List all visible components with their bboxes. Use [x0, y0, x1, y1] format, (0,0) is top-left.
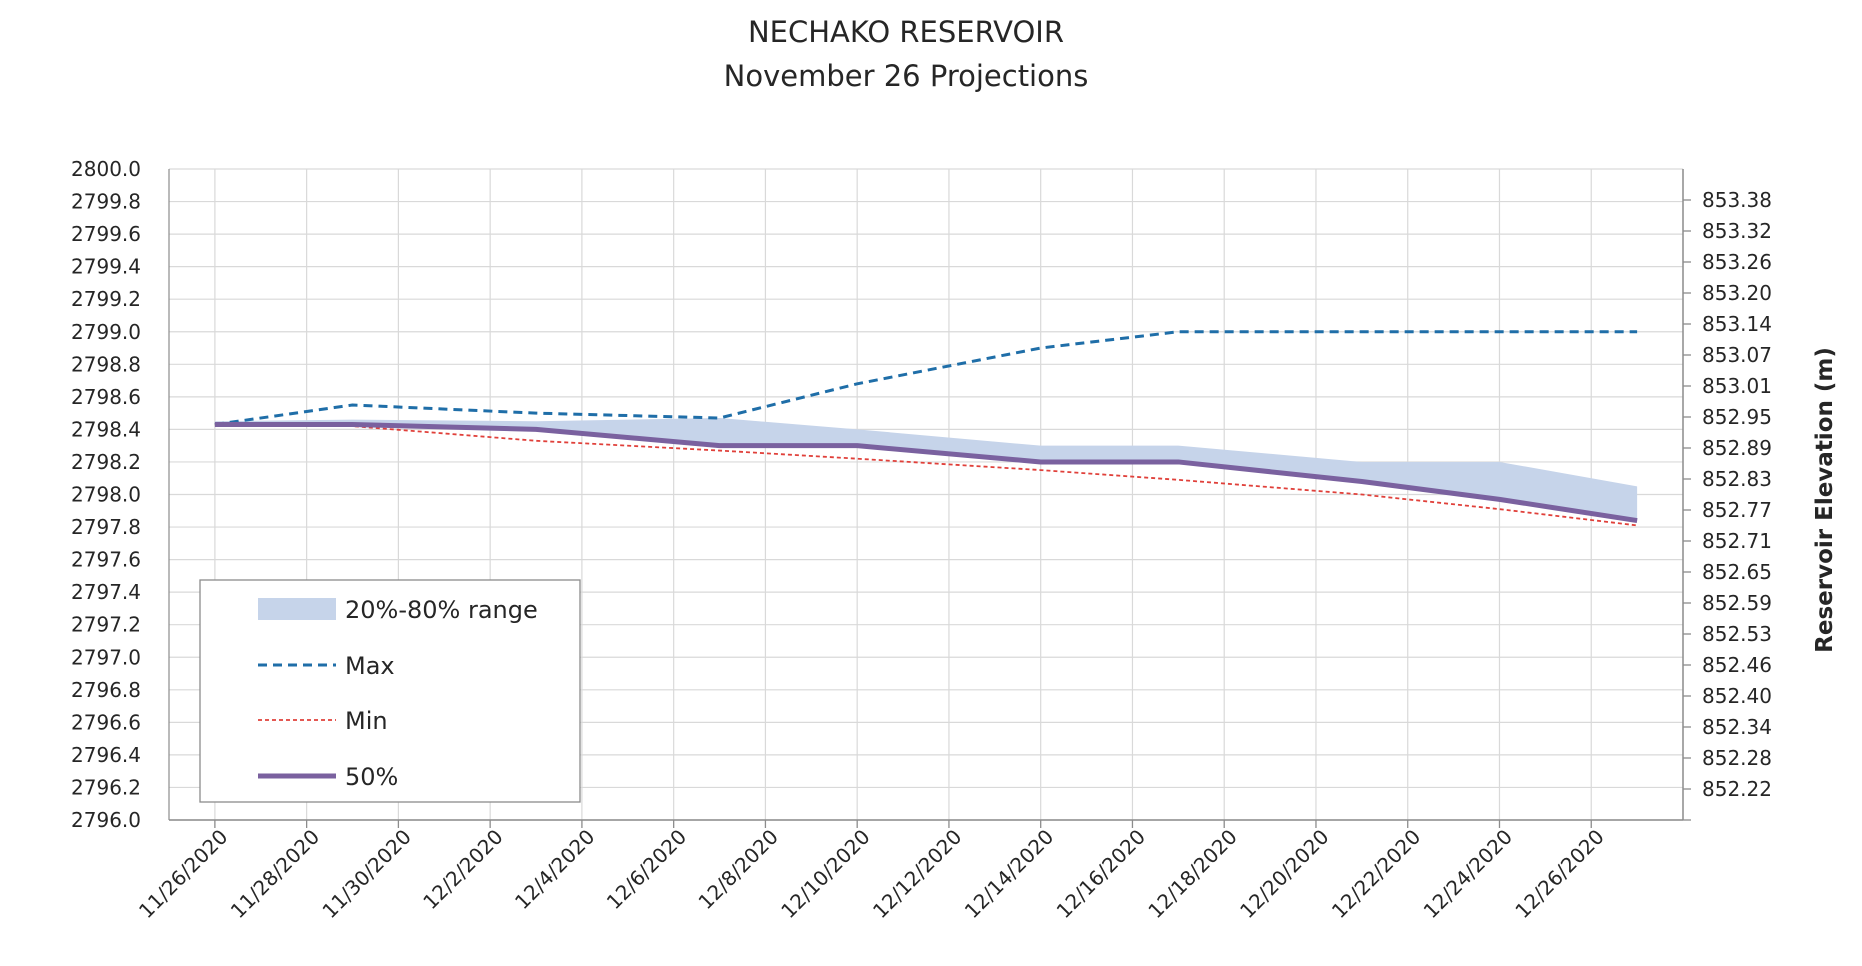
y-tick-label: 2799.6: [71, 222, 141, 246]
x-tick-label: 12/12/2020: [868, 825, 966, 923]
y-tick-label: 2799.4: [71, 255, 141, 279]
x-tick-label: 12/26/2020: [1510, 825, 1608, 923]
x-tick-label: 12/24/2020: [1419, 825, 1517, 923]
x-tick-label: 12/10/2020: [776, 825, 874, 923]
y2-tick-label: 853.14: [1702, 312, 1772, 336]
legend-label: Max: [345, 652, 395, 680]
x-tick-label: 12/8/2020: [693, 825, 782, 914]
y2-tick-label: 853.01: [1702, 374, 1772, 398]
y-tick-label: 2798.4: [71, 417, 141, 441]
chart-title: NECHAKO RESERVOIR: [748, 15, 1064, 49]
y2-tick-label: 852.46: [1702, 653, 1772, 677]
y-tick-label: 2796.8: [71, 678, 141, 702]
y2-tick-label: 853.20: [1702, 281, 1772, 305]
range-band: [214, 418, 1638, 521]
band-layer: [214, 418, 1638, 521]
series-line-min: [214, 423, 1638, 527]
y-tick-label: 2796.6: [71, 710, 141, 734]
x-tick-label: 12/14/2020: [960, 825, 1058, 923]
y2-tick-label: 852.83: [1702, 467, 1772, 491]
y-tick-label: 2796.2: [71, 775, 141, 799]
legend: 20%-80% range Max Min 50%: [199, 579, 581, 803]
y-tick-label: 2799.0: [71, 320, 141, 344]
y2-tick-label: 852.53: [1702, 622, 1772, 646]
y2-tick-label: 852.77: [1702, 498, 1772, 522]
y-tick-label: 2797.0: [71, 645, 141, 669]
y-tick-label: 2797.8: [71, 515, 141, 539]
y-tick-label: 2796.4: [71, 743, 141, 767]
chart-subtitle: November 26 Projections: [724, 59, 1089, 93]
x-tick-label: 12/6/2020: [602, 825, 691, 914]
y-tick-label: 2797.4: [71, 580, 141, 604]
legend-label: Min: [345, 707, 388, 735]
series-line-max: [214, 330, 1638, 427]
y2-tick-label: 852.89: [1702, 436, 1772, 460]
y2-tick-label: 852.28: [1702, 746, 1772, 770]
y2-tick-label: 853.26: [1702, 250, 1772, 274]
y-axis-right: 852.22 852.28 852.34 852.40 852.46 852.53 852.…: [1683, 188, 1772, 821]
x-tick-label: 12/20/2020: [1235, 825, 1333, 923]
y-tick-label: 2798.2: [71, 450, 141, 474]
y-tick-label: 2799.2: [71, 287, 141, 311]
y2-tick-label: 852.40: [1702, 684, 1772, 708]
y2-tick-label: 853.07: [1702, 343, 1772, 367]
y2-tick-label: 852.95: [1702, 405, 1772, 429]
y2-tick-label: 852.59: [1702, 591, 1772, 615]
y2-tick-label: 852.34: [1702, 715, 1772, 739]
right-axis-title: Reservoir Elevation (m): [1812, 347, 1838, 653]
y2-tick-label: 852.71: [1702, 529, 1772, 553]
legend-label: 50%: [345, 763, 398, 791]
x-tick-label: 11/30/2020: [317, 825, 415, 923]
y-tick-label: 2797.6: [71, 548, 141, 572]
y-tick-label: 2798.8: [71, 352, 141, 376]
x-tick-label: 12/2/2020: [418, 825, 507, 914]
x-tick-label: 12/4/2020: [510, 825, 599, 914]
y-tick-label: 2798.6: [71, 385, 141, 409]
y-tick-label: 2798.0: [71, 483, 141, 507]
y2-tick-label: 852.65: [1702, 560, 1772, 584]
y-tick-label: 2797.2: [71, 613, 141, 637]
x-tick-label: 11/28/2020: [226, 825, 324, 923]
y2-tick-label: 853.32: [1702, 219, 1772, 243]
x-tick-label: 12/16/2020: [1052, 825, 1150, 923]
y-tick-label: 2796.0: [71, 808, 141, 832]
y2-tick-label: 853.38: [1702, 188, 1772, 212]
y-axis-left: 2796.0 2796.2 2796.4 2796.6 2796.8 2797.0 2797…: [71, 157, 141, 832]
legend-label: 20%-80% range: [345, 596, 538, 624]
y-tick-label: 2800.0: [71, 157, 141, 181]
x-tick-label: 12/18/2020: [1143, 825, 1241, 923]
x-tick-label: 12/22/2020: [1327, 825, 1425, 923]
x-tick-label: 11/26/2020: [134, 825, 232, 923]
y2-tick-label: 852.22: [1702, 777, 1772, 801]
y-tick-label: 2799.8: [71, 190, 141, 214]
axes: [168, 169, 1684, 821]
legend-swatch-range: [258, 598, 336, 620]
lines-layer: [214, 330, 1638, 527]
series-line-50pct: [214, 422, 1638, 524]
